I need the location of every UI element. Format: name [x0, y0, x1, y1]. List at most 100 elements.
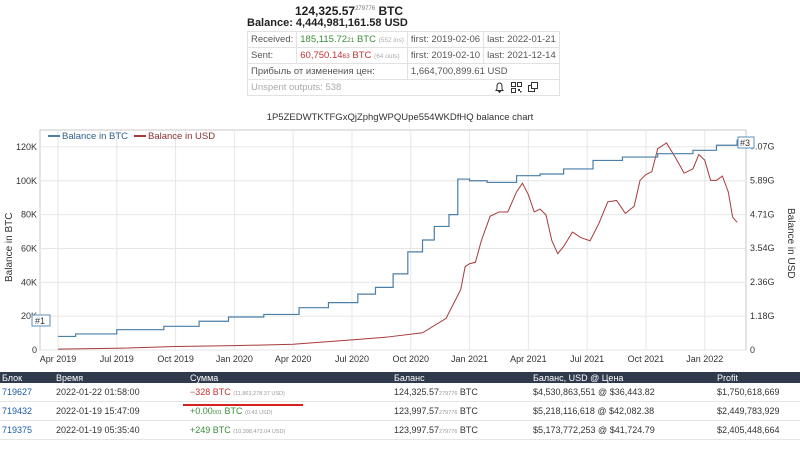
- y-left-tick-label: 20K: [21, 311, 37, 321]
- transactions: Блок Время Сумма Баланс Баланс, USD @ Це…: [0, 372, 800, 440]
- x-tick-label: Jul 2019: [100, 354, 134, 364]
- annotation-1: #1: [31, 314, 51, 327]
- x-tick-label: Jul 2021: [570, 354, 604, 364]
- profit-row: Прибыль от изменения цен: 1,664,700,899.…: [247, 63, 560, 80]
- tx-profit: $2,405,448,664: [715, 420, 800, 440]
- received-last: last: 2022-01-21: [483, 31, 560, 48]
- wallet-summary: 124,325.57279776 BTC Balance: 4,444,981,…: [246, 2, 560, 100]
- balance-chart: Apr 2019 Jul 2019 Oct 2019 Jan 2020 Apr 2020…: [4, 129, 796, 364]
- col-profit[interactable]: Profit: [715, 372, 800, 383]
- summary-table: Received: 185,115.7221 BTC (552 ins) fir…: [246, 31, 560, 96]
- x-tick-label: Jul 2020: [335, 354, 369, 364]
- y-right-tick-label: 7.07G: [750, 142, 775, 152]
- col-time[interactable]: Время: [54, 372, 188, 383]
- profit-label: Прибыль от изменения цен:: [247, 63, 408, 80]
- tx-amount: −328 BTC (11,863,278.37 USD): [188, 383, 392, 402]
- col-amount[interactable]: Сумма: [188, 372, 392, 383]
- tx-time: 2022-01-19 15:47:09: [54, 401, 188, 421]
- tx-balance-usd: $5,173,772,253 @ $41,724.79: [531, 420, 715, 440]
- x-tick-label: Jan 2022: [686, 354, 723, 364]
- table-row: 719627 2022-01-22 01:58:00 −328 BTC (11,…: [0, 383, 800, 402]
- btc-unit: BTC: [378, 4, 404, 18]
- col-balance-usd[interactable]: Баланс, USD @ Цена: [531, 372, 715, 383]
- received-label: Received:: [246, 31, 298, 48]
- tx-balance-usd: $5,218,116,618 @ $42,082.38: [531, 401, 715, 421]
- y-left-ticks: 0 20K 40K 60K 80K 100K 120K: [16, 142, 37, 355]
- btc-balance-fraction: 279776: [355, 6, 376, 12]
- table-row: 719432 2022-01-19 15:47:09 +0.00001 BTC …: [0, 401, 800, 421]
- x-tick-label: Oct 2021: [628, 354, 665, 364]
- plot-area: [39, 129, 747, 351]
- legend-label-btc: Balance in BTC: [62, 131, 128, 142]
- y-left-tick-label: 0: [32, 345, 37, 355]
- tx-profit: $2,449,783,929: [715, 401, 800, 421]
- received-value: 185,115.7221 BTC (552 ins): [296, 31, 408, 48]
- y-left-tick-label: 100K: [16, 176, 37, 186]
- sent-row: Sent: 60,750.1463 BTC (64 outs) first: 2…: [246, 47, 560, 64]
- received-row: Received: 185,115.7221 BTC (552 ins) fir…: [246, 31, 560, 48]
- y-left-tick-label: 40K: [21, 277, 37, 287]
- svg-text:#1: #1: [35, 316, 45, 326]
- y-left-axis-title: Balance in BTC: [4, 213, 15, 282]
- y-left-tick-label: 60K: [21, 243, 37, 253]
- y-right-tick-label: 0: [750, 345, 755, 355]
- y-right-tick-label: 4.71G: [750, 210, 775, 220]
- btc-balance: 124,325.57279776 BTC: [247, 2, 557, 18]
- x-axis-ticks: Apr 2019 Jul 2019 Oct 2019 Jan 2020 Apr 2020…: [40, 354, 724, 364]
- action-icons: [494, 82, 539, 94]
- y-right-axis-title: Balance in USD: [785, 208, 796, 279]
- y-left-tick-label: 120K: [16, 142, 37, 152]
- sent-last: last: 2021-12-14: [483, 47, 560, 64]
- transactions-table: Блок Время Сумма Баланс Баланс, USD @ Це…: [0, 372, 800, 440]
- copy-icon[interactable]: [527, 82, 539, 93]
- col-block[interactable]: Блок: [0, 372, 54, 383]
- tx-balance-usd: $4,530,863,551 @ $36,443.82: [531, 383, 715, 402]
- y-right-tick-label: 2.36G: [750, 277, 775, 287]
- col-balance[interactable]: Баланс: [392, 372, 531, 383]
- sent-label: Sent:: [246, 47, 298, 64]
- y-right-tick-label: 1.18G: [750, 311, 775, 321]
- legend-label-usd: Balance in USD: [148, 131, 215, 142]
- block-link[interactable]: 719627: [0, 383, 54, 402]
- legend: Balance in BTC Balance in USD: [48, 131, 215, 142]
- block-link[interactable]: 719375: [0, 420, 54, 440]
- highlight-underline: [183, 404, 303, 406]
- block-link[interactable]: 719432: [0, 401, 54, 421]
- y-right-tick-label: 5.89G: [750, 176, 775, 186]
- tx-balance: 123,997.57279776 BTC: [392, 420, 531, 440]
- sent-first: first: 2019-02-10: [406, 47, 485, 64]
- gridlines: [40, 130, 746, 351]
- tx-amount: +249 BTC (10,398,472.04 USD): [188, 420, 392, 440]
- x-tick-label: Jan 2020: [216, 354, 253, 364]
- table-header-row: Блок Время Сумма Баланс Баланс, USD @ Це…: [0, 372, 800, 383]
- usd-balance: Balance: 4,444,981,161.58 USD: [247, 17, 408, 29]
- sent-value: 60,750.1463 BTC (64 outs): [296, 47, 408, 64]
- x-tick-label: Oct 2019: [157, 354, 194, 364]
- annotation-3: #3: [737, 136, 755, 149]
- y-left-tick-label: 80K: [21, 210, 37, 220]
- series-line-btc: [58, 139, 738, 338]
- table-row: 719375 2022-01-19 05:35:40 +249 BTC (10,…: [0, 420, 800, 440]
- qr-code-icon[interactable]: [510, 82, 522, 93]
- series-line-usd: [57, 142, 738, 350]
- x-tick-label: Apr 2020: [275, 354, 312, 364]
- unspent-outputs: Unspent outputs: 538: [251, 82, 342, 93]
- chart-title: 1P5ZEDWTKTFGxQjZphgWPQUpe554WKDfHQ balan…: [266, 112, 534, 123]
- tx-profit: $1,750,618,669: [715, 383, 800, 402]
- svg-text:#3: #3: [740, 138, 750, 148]
- x-tick-label: Oct 2020: [392, 354, 429, 364]
- y-right-ticks: 0 1.18G 2.36G 3.54G 4.71G 5.89G 7.07G: [750, 142, 775, 355]
- tx-balance: 124,325.57279776 BTC: [392, 383, 531, 402]
- x-tick-label: Apr 2021: [510, 354, 547, 364]
- btc-balance-value: 124,325.57: [295, 4, 356, 18]
- x-tick-label: Jan 2021: [451, 354, 488, 364]
- profit-value: 1,664,700,899.61 USD: [406, 63, 560, 80]
- received-first: first: 2019-02-06: [406, 31, 485, 48]
- tx-time: 2022-01-19 05:35:40: [54, 420, 188, 440]
- y-right-tick-label: 3.54G: [750, 243, 775, 253]
- bell-icon[interactable]: [494, 82, 505, 94]
- unspent-row: Unspent outputs: 538: [247, 79, 560, 96]
- x-tick-label: Apr 2019: [40, 354, 77, 364]
- tx-balance: 123,997.57279776 BTC: [392, 401, 531, 421]
- tx-time: 2022-01-22 01:58:00: [54, 383, 188, 402]
